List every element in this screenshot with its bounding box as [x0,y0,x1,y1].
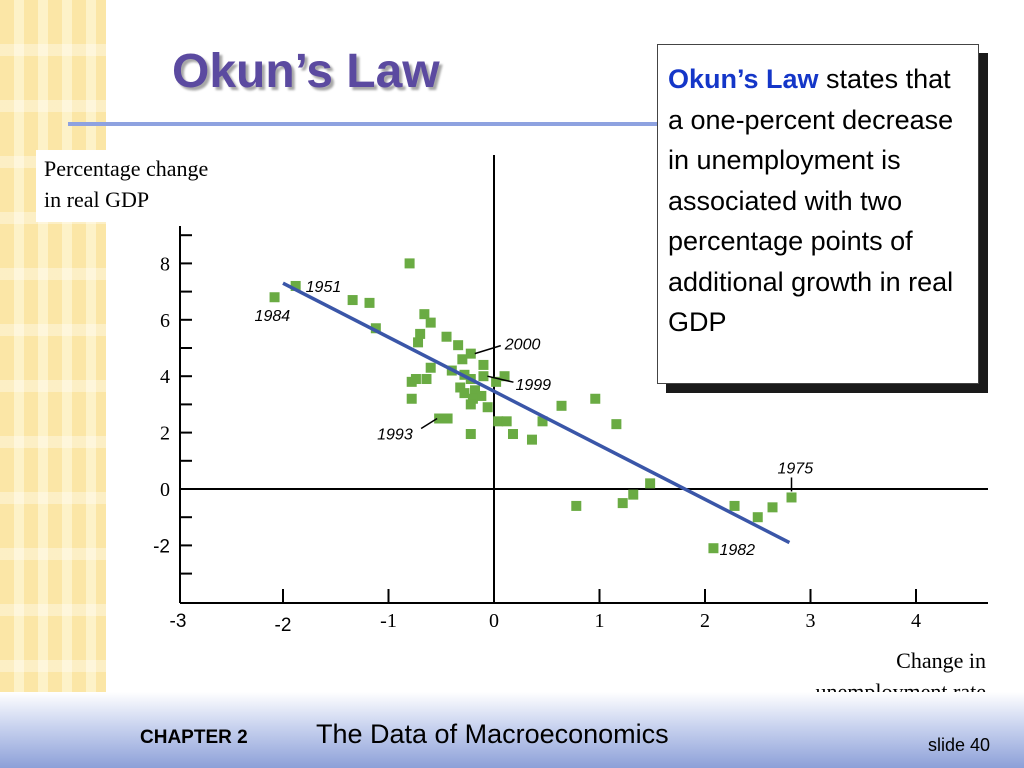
data-point [364,297,375,308]
data-point [467,393,478,404]
year-label-2000: 2000 [504,337,541,354]
okun-fit-line [282,281,791,545]
y-tick-label: 2 [160,423,170,445]
x-axis-label-line1: Change in [896,648,986,673]
data-point [459,388,470,399]
annotation-leader [420,417,438,430]
chart-ticks [180,234,917,603]
data-point [442,413,453,424]
chart-tick-labels: -2 0 2 4 6 8 -3 -2 -1 0 1 2 3 4 [153,253,921,636]
year-label-1993: 1993 [377,427,413,444]
annotation-leader [487,375,514,383]
chart-points [269,258,797,554]
year-annotations: 1951 1984 2000 1999 1993 1975 1982 [255,279,814,559]
data-point [419,309,430,320]
x-tick-label: 1 [595,610,605,632]
data-point [457,354,468,365]
x-tick-label: -3 [170,611,187,632]
title-underline [68,122,668,126]
data-point [729,500,740,511]
data-point [752,512,763,523]
data-point [537,416,548,427]
x-tick-label: 4 [911,610,921,632]
y-tick-label: 6 [160,310,170,332]
data-point [507,429,518,440]
year-label-1984: 1984 [255,308,291,325]
data-point [455,382,466,393]
okun-definition-callout: Okun’s Law states that a one-percent dec… [657,44,979,384]
y-axis-label-line1: Percentage change [44,156,209,181]
data-point [453,340,464,351]
footer-title: The Data of Macroeconomics [316,719,669,749]
annotation-leader [474,344,502,355]
x-tick-label: 2 [700,610,710,632]
data-point [425,362,436,373]
x-tick-label: -2 [275,615,292,636]
footer-bar [0,692,1024,768]
data-point [370,323,381,334]
slide-title: Okun’s Law [172,45,440,98]
data-point [470,385,481,396]
data-point [478,371,489,382]
callout-highlight: Okun’s Law [668,64,819,94]
data-point [476,390,487,401]
data-point [556,400,567,411]
data-point [617,498,628,509]
data-point [465,348,476,359]
y-tick-label: -2 [153,536,170,557]
data-point [590,393,601,404]
data-point [441,331,452,342]
data-point [491,376,502,387]
data-point [465,399,476,410]
data-point [767,502,778,513]
y-axis-label: Percentage change in real GDP [36,150,262,222]
decorative-stripe [0,0,106,768]
year-label-1999: 1999 [515,377,551,394]
year-label-1982: 1982 [719,542,755,559]
y-tick-label: 4 [160,366,170,388]
data-point [571,500,582,511]
data-point [611,419,622,430]
x-tick-label: 3 [806,610,816,632]
x-tick-label: -1 [380,610,397,632]
footer-chapter: CHAPTER 2 [140,727,248,748]
data-point [269,292,280,303]
y-tick-label: 0 [160,479,170,501]
y-tick-label: 8 [160,253,170,275]
data-point [404,258,415,269]
callout-text: states that a one-percent decrease in un… [668,64,954,337]
data-point [482,402,493,413]
data-point [413,337,424,348]
data-point [478,359,489,370]
data-point [434,413,445,424]
y-axis-label-line2: in real GDP [44,187,150,212]
data-point [347,295,358,306]
data-point [645,478,656,489]
slide-number: slide 40 [928,735,991,755]
data-point [493,416,504,427]
x-tick-label: 0 [489,610,499,632]
data-point [499,371,510,382]
data-point [628,489,639,500]
data-point [290,280,301,291]
data-point [421,374,432,385]
data-point [406,393,417,404]
data-point [526,434,537,445]
data-point [410,374,421,385]
data-point [708,543,719,554]
data-point [465,429,476,440]
year-label-1975: 1975 [778,460,814,477]
data-point [501,416,512,427]
data-point [786,492,797,503]
data-point [425,317,436,328]
year-label-1951: 1951 [306,279,342,296]
data-point [415,328,426,339]
